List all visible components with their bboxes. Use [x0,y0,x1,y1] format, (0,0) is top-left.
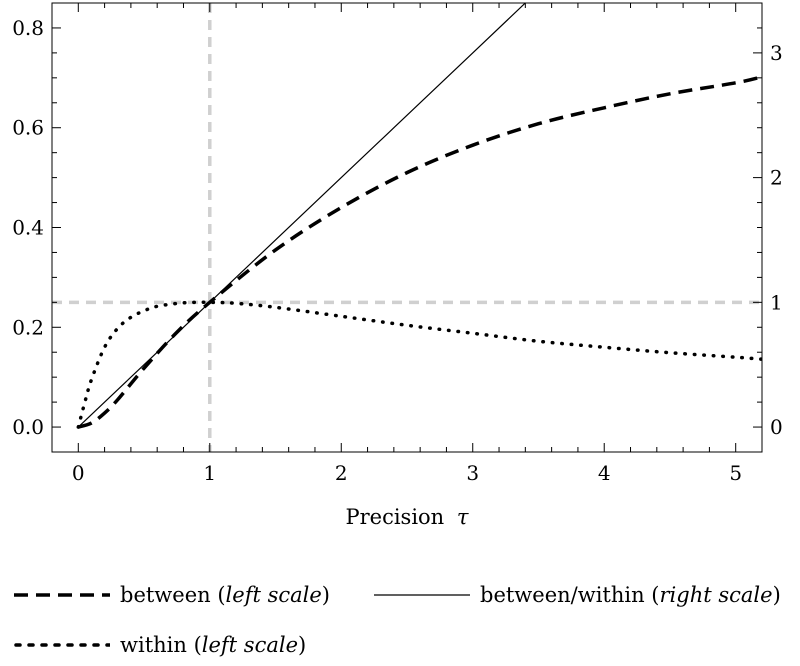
x-tick-label: 4 [598,461,611,485]
series-line-between [77,75,762,429]
legend-between-scale: left scale [225,583,322,607]
legend-ratio-close: ) [772,583,781,607]
x-tick-label: 1 [203,461,216,485]
chart: 0 1 2 3 4 5 0.0 0.2 0.4 0.6 0.8 0 1 2 3 Precision τ [12,2,783,529]
x-tick-label: 5 [729,461,742,485]
legend-swatch-dotted [14,638,110,652]
legend-label-within: within (left scale) [120,633,306,657]
legend-between-close: ) [321,583,330,607]
reference-lines [52,3,762,452]
y-right-tick-label: 0 [770,415,783,439]
legend-label-between-within: between/within (right scale) [480,583,781,607]
legend-swatch-dashed [14,588,110,602]
ticks-layer: 0 1 2 3 4 5 0.0 0.2 0.4 0.6 0.8 0 1 2 3 [12,2,783,485]
x-axis-title-symbol: τ [457,505,469,529]
y-left-tick-label: 0.0 [12,415,44,439]
legend-swatch-solid [374,588,470,602]
x-axis-title-text: Precision [345,505,444,529]
y-right-tick-label: 1 [770,290,783,314]
y-left-tick-label: 0.6 [12,116,44,140]
series-layer [76,3,762,429]
plot-frame [51,2,763,453]
legend-label-between: between (left scale) [120,583,330,607]
legend-between-main: between ( [120,583,226,607]
legend-item-within: within (left scale) [14,633,306,657]
legend-ratio-scale: right scale [659,583,773,607]
legend-ratio-main: between/within ( [480,583,660,607]
series-line-between-within [77,3,526,428]
x-tick-label: 0 [72,461,85,485]
legend: between (left scale) between/within (rig… [0,583,800,663]
legend-item-between: between (left scale) [14,583,330,607]
y-left-tick-label: 0.4 [12,216,44,240]
y-left-tick-label: 0.2 [12,315,44,339]
y-left-tick-label: 0.8 [12,16,44,40]
y-right-tick-label: 2 [770,166,783,190]
legend-item-between-within: between/within (right scale) [374,583,781,607]
y-right-tick-label: 3 [770,41,783,65]
x-tick-label: 3 [466,461,479,485]
legend-within-scale: left scale [201,633,298,657]
x-tick-label: 2 [335,461,348,485]
legend-within-close: ) [298,633,307,657]
x-axis-title: Precision τ [345,505,468,529]
series-line-within [76,300,762,429]
legend-within-main: within ( [120,633,202,657]
